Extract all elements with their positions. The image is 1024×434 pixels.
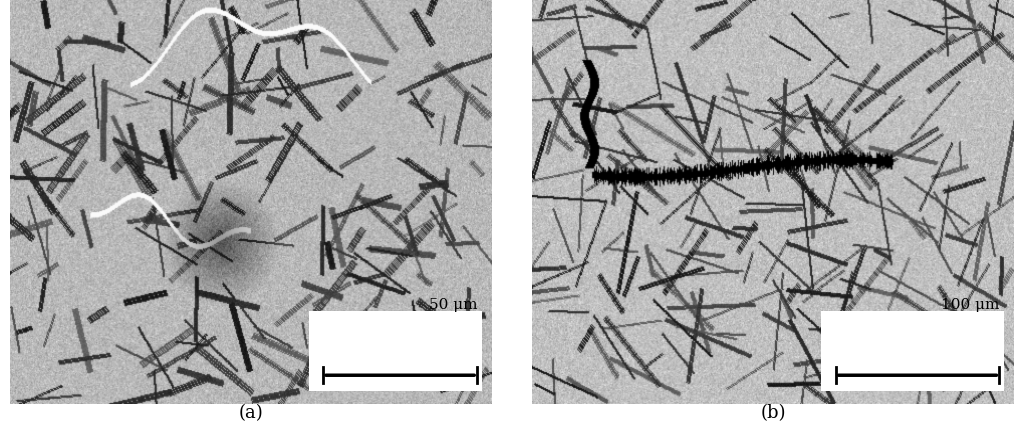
Text: 50 μm: 50 μm [429, 297, 477, 311]
FancyBboxPatch shape [308, 311, 482, 391]
Text: 100 μm: 100 μm [941, 297, 999, 311]
Text: (a): (a) [239, 403, 263, 421]
FancyBboxPatch shape [821, 311, 1005, 391]
Text: (b): (b) [761, 403, 785, 421]
